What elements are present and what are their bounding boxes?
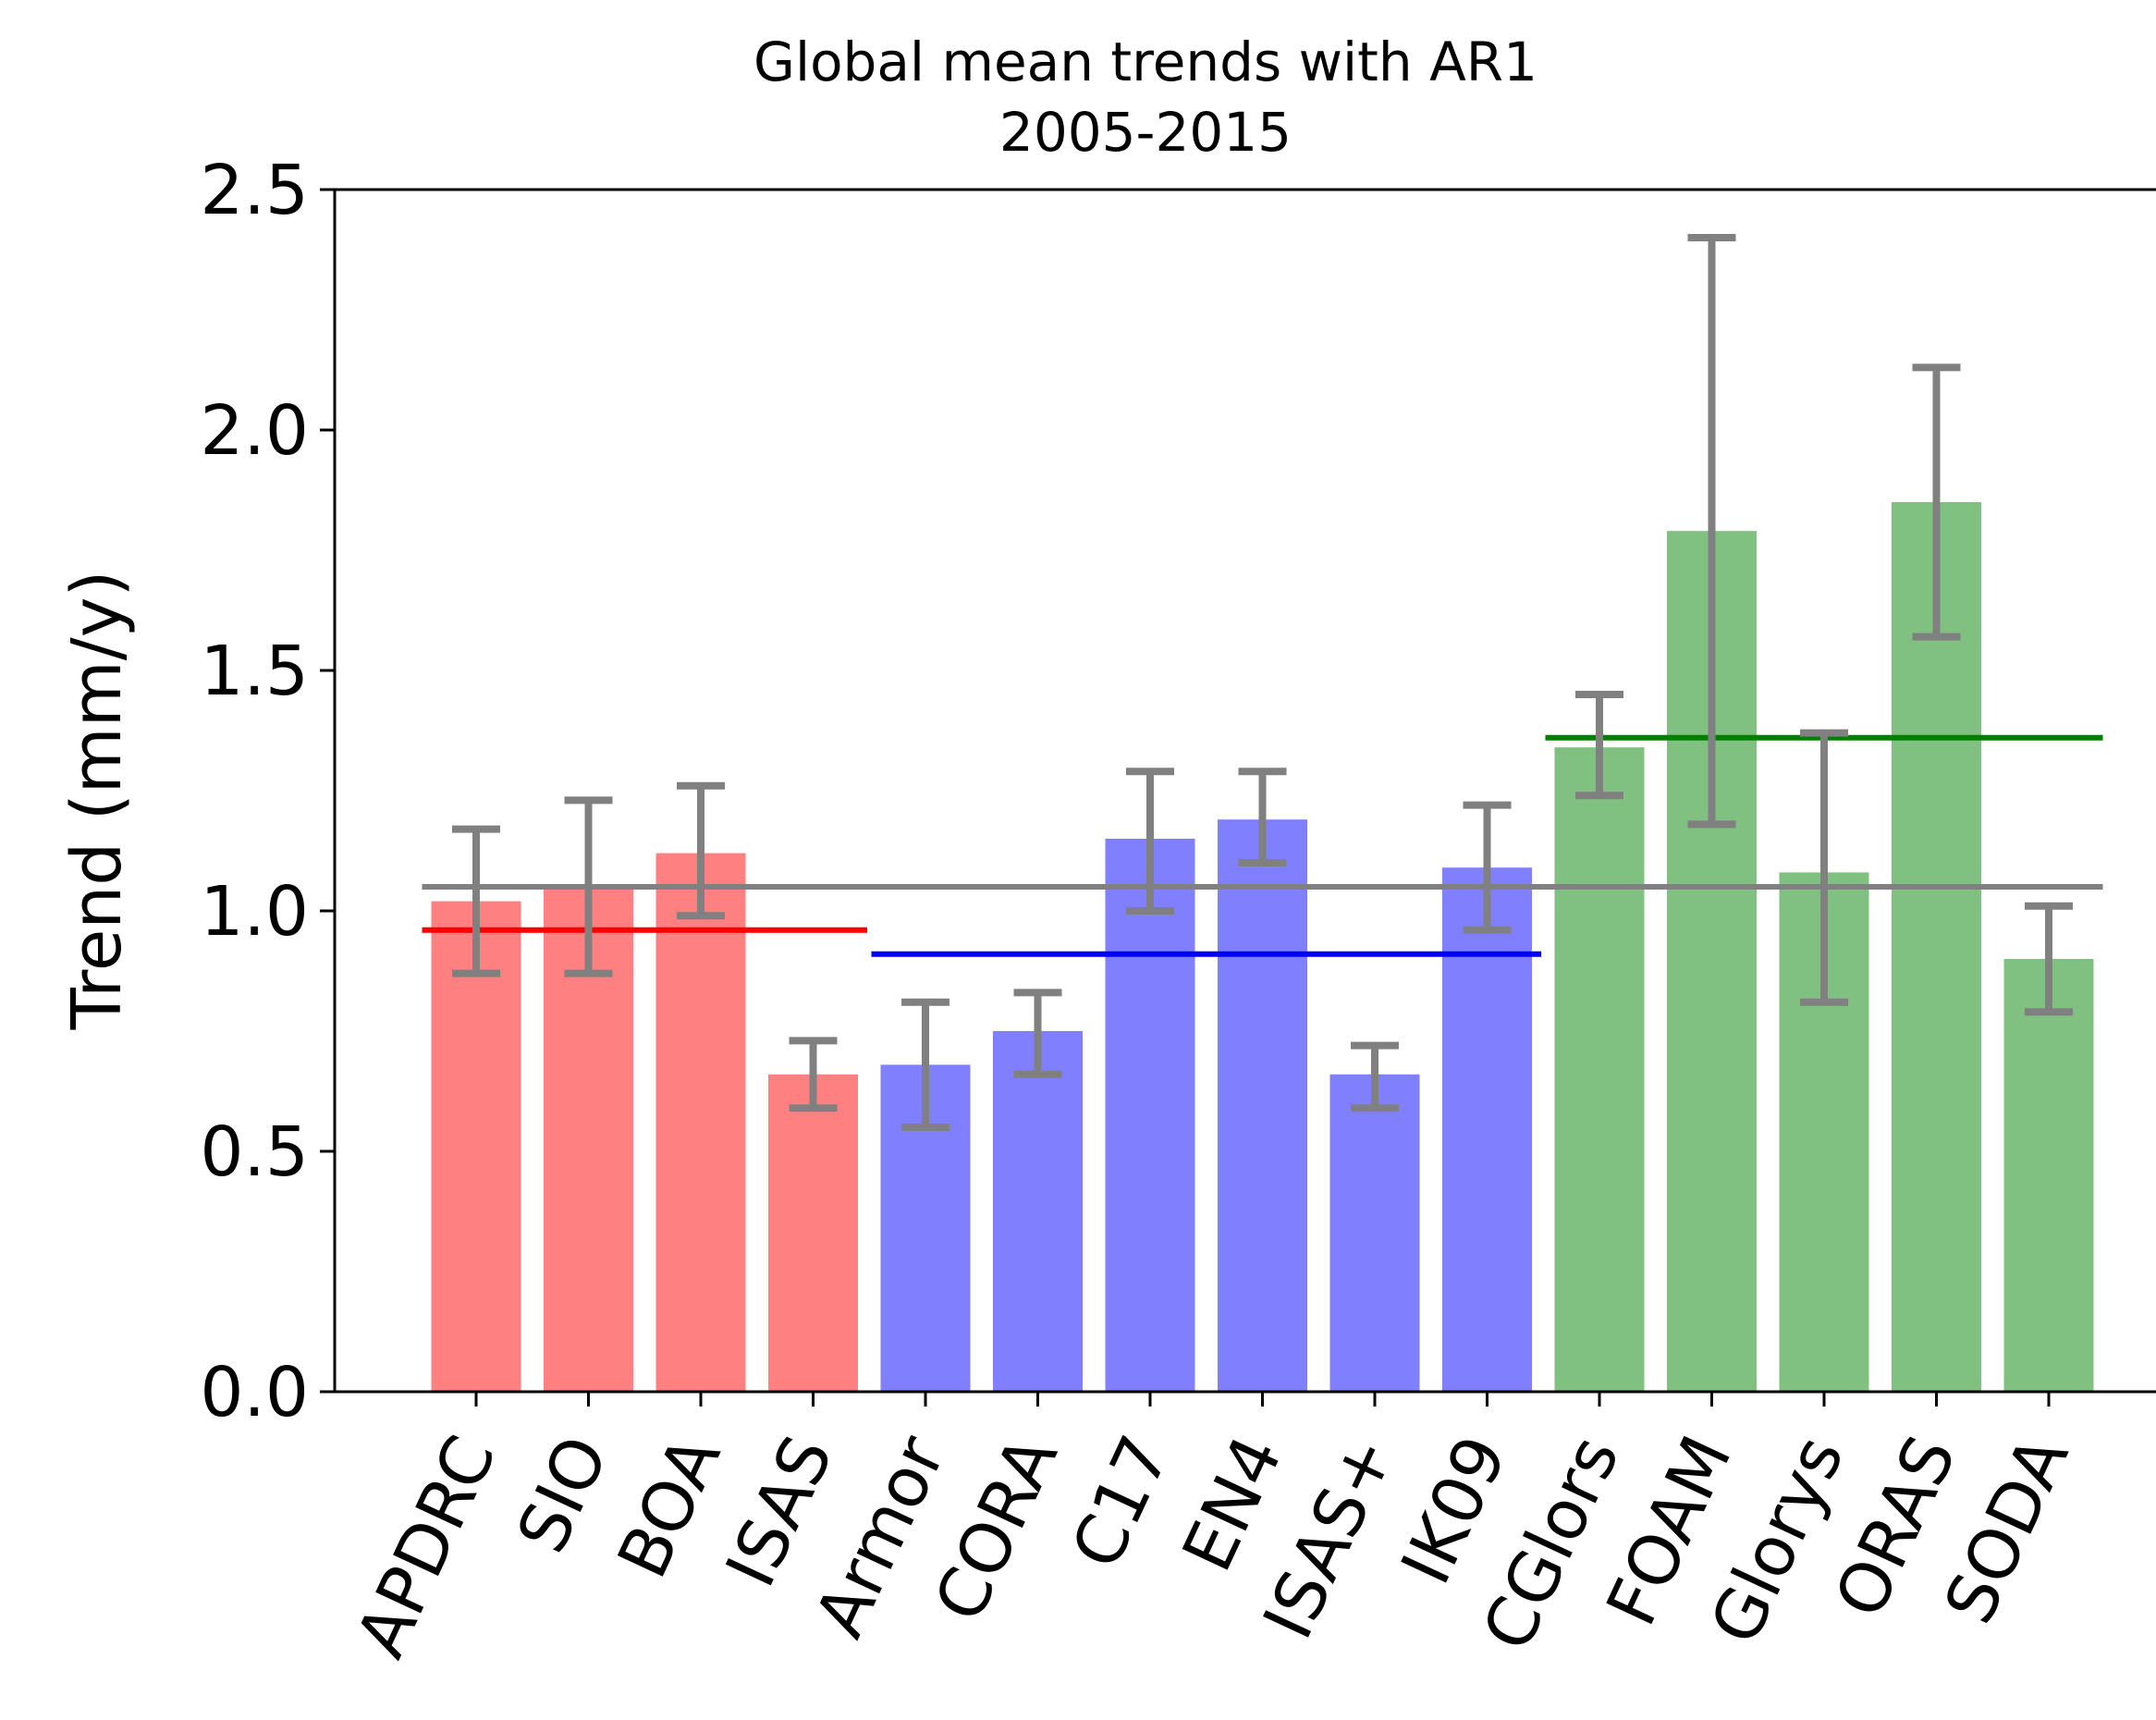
- y-tick-label: 0.0: [200, 1353, 309, 1432]
- bar-boa: [655, 853, 746, 1392]
- x-tick-label: APDRC: [341, 1424, 511, 1668]
- y-tick-label: 1.5: [200, 632, 309, 711]
- bar-isas-: [1329, 1074, 1420, 1392]
- bar-isas: [768, 1074, 858, 1392]
- bars-layer: [431, 502, 2094, 1392]
- bar-apdrc: [431, 901, 521, 1392]
- chart-title: Global mean trends with AR1: [753, 31, 1537, 93]
- bar-en4: [1218, 819, 1307, 1392]
- error-bars-layer: [452, 234, 2073, 1131]
- axes-layer: [333, 188, 2156, 1394]
- bar-c17: [1105, 839, 1195, 1392]
- x-tick-label: SIO: [502, 1424, 624, 1564]
- y-tick-label: 2.0: [200, 391, 309, 471]
- y-axis-label: Trend (mm/y): [57, 571, 137, 1031]
- bar-ik09: [1442, 867, 1532, 1392]
- y-tick-label: 1.0: [200, 872, 309, 952]
- bar-cglors: [1554, 747, 1645, 1392]
- x-tick-label: C17: [1057, 1424, 1186, 1580]
- bar-cora: [993, 1031, 1083, 1392]
- bar-soda: [2003, 959, 2094, 1392]
- y-tick-label: 0.5: [200, 1112, 309, 1192]
- y-tick-label: 2.5: [200, 151, 309, 230]
- bar-oras: [1892, 502, 1981, 1392]
- chart-subtitle: 2005-2015: [999, 101, 1292, 164]
